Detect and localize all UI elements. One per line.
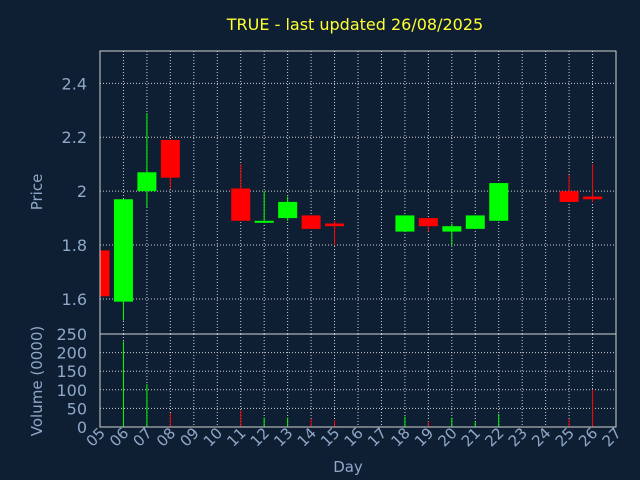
price-tick-label: 1.8 [62,236,87,255]
candle-body [489,183,509,221]
x-tick-label: 24 [528,424,554,450]
x-tick-label: 25 [552,424,578,450]
candle-body [418,218,438,227]
x-tick-label: 08 [153,424,179,450]
x-tick-label: 27 [599,424,625,450]
x-tick-label: 23 [505,424,531,450]
volume-axis-label: Volume (0000) [28,326,46,436]
volume-tick-label: 50 [67,399,87,418]
x-tick-label: 12 [247,424,273,450]
candle-body [325,223,345,227]
x-tick-label: 18 [388,424,414,450]
candle-body [278,201,298,219]
x-tick-label: 21 [458,424,484,450]
candle-body [137,172,157,192]
x-tick-label: 14 [294,424,320,450]
volume-tick-label: 250 [56,325,87,344]
price-panel: 1.6 1.8 2 2.2 2.4 [62,50,617,335]
x-tick-label: 20 [434,424,460,450]
x-tick-label: 16 [341,424,367,450]
candle-body [160,139,180,178]
x-axis-label: Day [333,458,363,476]
price-tick-label: 2.4 [62,74,87,93]
volume-panel-frame [99,333,617,428]
candle-body [395,215,415,232]
x-tick-label: 22 [481,424,507,450]
volume-tick-label: 150 [56,362,87,381]
x-tick-label: 15 [317,424,343,450]
price-tick-label: 2.2 [62,128,87,147]
x-tick-label: 10 [200,424,226,450]
price-tick-label: 2 [77,182,87,201]
price-axis-label: Price [28,174,46,211]
volume-tick-label: 0 [77,418,87,437]
candle-body [231,188,251,221]
candles [100,112,603,321]
x-tick-label: 17 [364,424,390,450]
price-tick-label: 1.6 [62,290,87,309]
volume-tick-label: 100 [56,381,87,400]
x-tick-label: 13 [270,424,296,450]
candle-body [559,191,579,202]
x-tick-label: 26 [575,424,601,450]
x-tick-label: 11 [223,424,249,450]
x-tick-label: 19 [411,424,437,450]
candle-body [301,215,321,229]
x-tick-label: 06 [106,424,132,450]
x-tick-label: 09 [176,424,202,450]
candle-body [442,226,462,232]
candle-body [113,199,133,302]
candle-body [465,215,485,229]
candle-body [583,196,603,200]
x-tick-label: 07 [130,424,156,450]
chart-title: TRUE - last updated 26/08/2025 [226,15,483,34]
candle-body [254,220,274,223]
volume-tick-label: 200 [56,344,87,363]
candle-body [100,250,110,297]
x-axis: 0506070809101112131415161718192021222324… [83,424,625,450]
